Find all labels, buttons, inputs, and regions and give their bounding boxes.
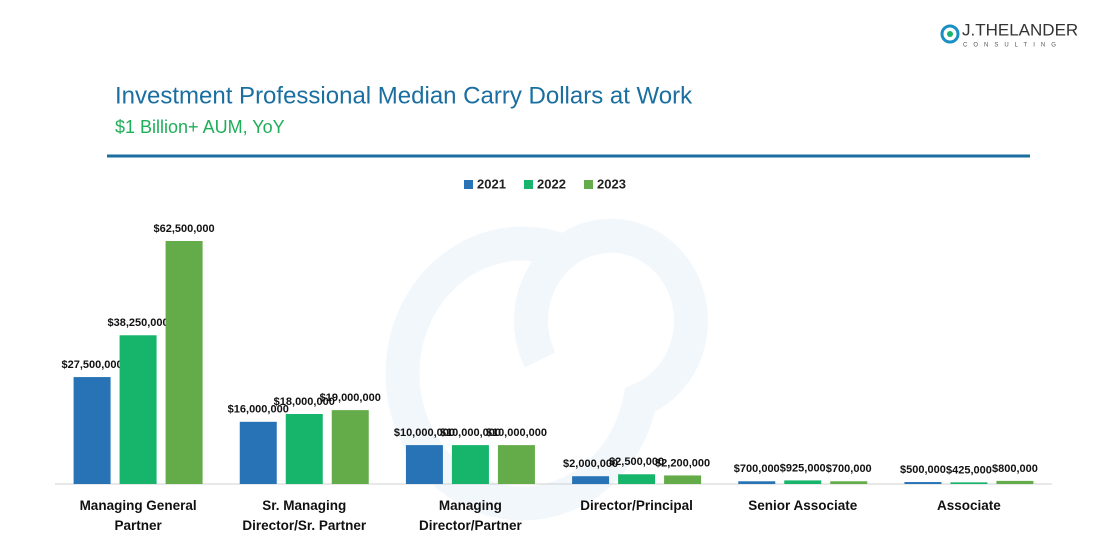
- value-label: $38,250,000: [107, 317, 168, 329]
- x-tick-label: Director/Principal: [580, 498, 693, 513]
- value-label: $500,000: [900, 464, 946, 476]
- bar: [451, 445, 489, 484]
- value-label: $700,000: [734, 463, 780, 475]
- legend-swatch: [584, 180, 593, 189]
- x-tick-label: Managing General Partner: [79, 498, 197, 533]
- bar: [285, 414, 323, 484]
- x-tick-label: Managing Director/Partner: [419, 498, 522, 533]
- bar: [830, 481, 868, 484]
- legend-label: 2021: [477, 176, 506, 191]
- bar: [618, 474, 656, 484]
- value-label: $27,500,000: [61, 359, 122, 371]
- x-tick-label: Senior Associate: [748, 498, 858, 513]
- value-label: $700,000: [826, 463, 872, 475]
- value-label: $925,000: [780, 462, 826, 474]
- watermark: [385, 218, 708, 521]
- value-label: $10,000,000: [486, 427, 547, 439]
- value-label: $10,000,000: [440, 427, 501, 439]
- value-label: $425,000: [946, 464, 992, 476]
- bar: [497, 445, 535, 484]
- logo-name: J.THELANDER: [962, 20, 1078, 39]
- bar: [165, 241, 203, 484]
- legend-swatch: [524, 180, 533, 189]
- bar: [784, 480, 822, 484]
- bar: [331, 410, 369, 484]
- logo: J.THELANDER CONSULTING: [940, 20, 1078, 49]
- bar: [572, 476, 610, 484]
- bar: [664, 475, 702, 484]
- value-label: $10,000,000: [394, 427, 455, 439]
- value-label: $2,500,000: [609, 456, 664, 468]
- bar: [405, 445, 443, 484]
- bar: [904, 482, 942, 484]
- value-label: $800,000: [992, 463, 1038, 475]
- legend-label: 2022: [537, 176, 566, 191]
- legend-swatch: [464, 180, 473, 189]
- legend-label: 2023: [597, 176, 626, 191]
- x-tick-label: Associate: [937, 498, 1001, 513]
- value-label: $19,000,000: [320, 392, 381, 404]
- value-label: $62,500,000: [153, 223, 214, 235]
- value-label: $2,200,000: [655, 457, 710, 469]
- bar: [738, 481, 776, 484]
- bar: [119, 335, 157, 484]
- chart-title: Investment Professional Median Carry Dol…: [115, 82, 693, 109]
- bar: [73, 377, 111, 484]
- logo-tagline: CONSULTING: [963, 43, 1062, 49]
- value-label: $16,000,000: [228, 404, 289, 416]
- chart-subtitle: $1 Billion+ AUM, YoY: [115, 117, 285, 137]
- bar: [950, 482, 988, 484]
- bar: [996, 480, 1034, 484]
- bar: [239, 421, 277, 484]
- value-label: $2,000,000: [563, 458, 618, 470]
- x-tick-label: Sr. Managing Director/Sr. Partner: [242, 498, 367, 533]
- value-label: $18,000,000: [274, 396, 335, 408]
